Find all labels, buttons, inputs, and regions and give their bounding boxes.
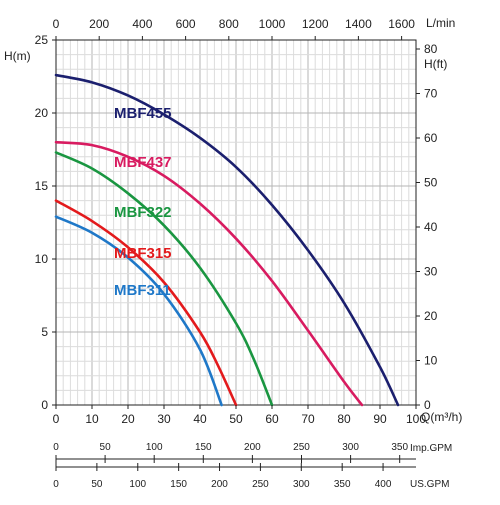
right-axis-title: H(ft) [424, 57, 447, 71]
x-axis-title: Q(m³/h) [421, 410, 462, 424]
us-gpm-tick-label: 400 [375, 479, 392, 490]
y-tick-label: 15 [35, 179, 49, 193]
series-label-mbf311: MBF311 [114, 282, 171, 299]
right-tick-label: 80 [424, 42, 438, 56]
right-tick-label: 60 [424, 131, 438, 145]
curve-mbf437 [54, 140, 364, 407]
us-gpm-tick-label: 350 [334, 479, 351, 490]
right-tick-label: 50 [424, 175, 438, 189]
y-tick-label: 0 [41, 398, 48, 412]
series-label-mbf437: MBF437 [114, 154, 172, 171]
top-tick-label: 1600 [388, 17, 415, 31]
curve-mbf311 [54, 215, 223, 407]
top-axis-title: L/min [426, 16, 455, 30]
y-tick-label: 5 [41, 325, 48, 339]
y-axis-title: H(m) [4, 49, 31, 63]
top-tick-label: 800 [219, 17, 239, 31]
us-gpm-tick-label: 0 [53, 479, 59, 490]
us-gpm-tick-label: 250 [252, 479, 269, 490]
imp-gpm-tick-label: 200 [244, 442, 261, 453]
us-gpm-tick-label: 300 [293, 479, 310, 490]
right-tick-label: 40 [424, 220, 438, 234]
imp-gpm-tick-label: 350 [391, 442, 408, 453]
imp-gpm-tick-label: 50 [100, 442, 112, 453]
curve-mbf455 [54, 73, 400, 407]
x-tick-label: 60 [265, 412, 279, 426]
top-tick-label: 1000 [259, 17, 286, 31]
us-gpm-tick-label: 150 [170, 479, 187, 490]
series-label-mbf455: MBF455 [114, 105, 172, 122]
y-tick-label: 10 [35, 252, 49, 266]
curves [54, 73, 400, 407]
x-tick-label: 40 [193, 412, 207, 426]
top-tick-label: 600 [176, 17, 196, 31]
y-tick-label: 25 [35, 33, 49, 47]
top-tick-label: 1400 [345, 17, 372, 31]
x-tick-label: 70 [301, 412, 315, 426]
imp-gpm-axis-title: Imp.GPM [410, 443, 452, 454]
x-tick-label: 50 [229, 412, 243, 426]
top-tick-label: 0 [53, 17, 60, 31]
imp-gpm-tick-label: 250 [293, 442, 310, 453]
imp-gpm-tick-label: 300 [342, 442, 359, 453]
imp-gpm-tick-label: 100 [146, 442, 163, 453]
right-tick-label: 20 [424, 309, 438, 323]
x-tick-label: 0 [53, 412, 60, 426]
right-tick-label: 70 [424, 86, 438, 100]
us-gpm-axis-title: US.GPM [410, 479, 449, 490]
top-tick-label: 200 [89, 17, 109, 31]
right-tick-label: 30 [424, 264, 438, 278]
x-tick-label: 20 [121, 412, 135, 426]
x-tick-label: 100 [406, 412, 426, 426]
x-tick-label: 90 [373, 412, 387, 426]
us-gpm-tick-label: 50 [91, 479, 103, 490]
series-label-mbf315: MBF315 [114, 245, 172, 262]
curve-mbf315 [54, 199, 238, 407]
curve-mbf322 [54, 151, 274, 407]
us-gpm-tick-label: 100 [129, 479, 146, 490]
right-tick-label: 0 [424, 398, 431, 412]
x-tick-label: 10 [85, 412, 99, 426]
top-tick-label: 1200 [302, 17, 329, 31]
x-tick-label: 80 [337, 412, 351, 426]
series-label-mbf322: MBF322 [114, 204, 172, 221]
top-tick-label: 400 [132, 17, 152, 31]
series-labels: MBF455 MBF437 MBF322 MBF315 MBF311 [114, 105, 172, 299]
x-tick-label: 30 [157, 412, 171, 426]
y-tick-label: 20 [35, 106, 49, 120]
imp-gpm-tick-label: 150 [195, 442, 212, 453]
right-tick-label: 10 [424, 353, 438, 367]
grid [56, 40, 416, 405]
us-gpm-tick-label: 200 [211, 479, 228, 490]
imp-gpm-tick-label: 0 [53, 442, 59, 453]
